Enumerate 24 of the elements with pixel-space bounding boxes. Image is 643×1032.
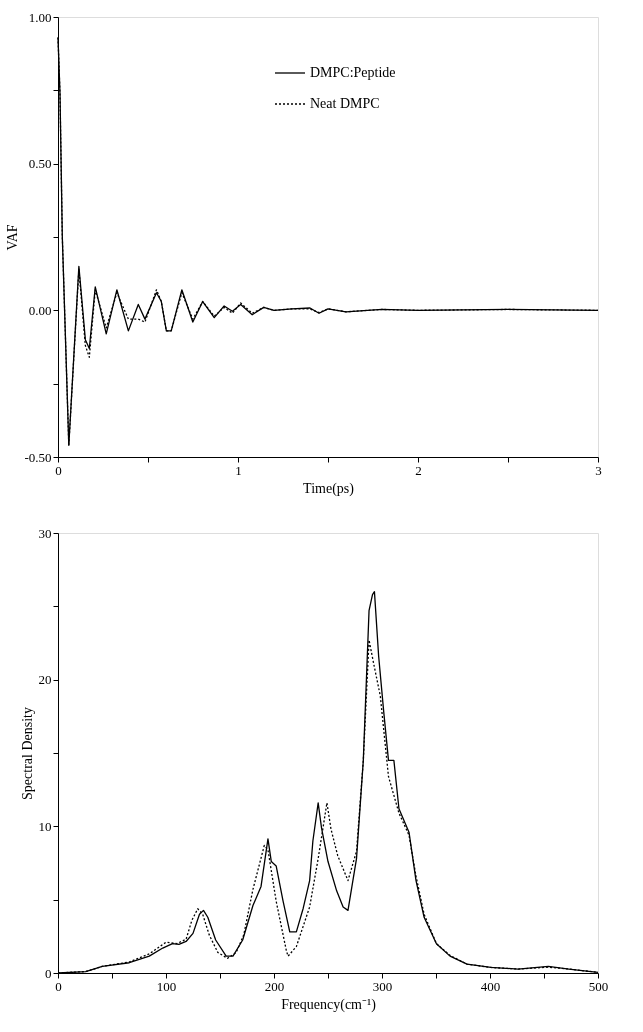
y-tick-label: 10	[38, 818, 52, 834]
x-tick-label: 200	[264, 978, 285, 994]
x-axis-title: Time(ps)	[303, 480, 355, 497]
x-tick-label: 400	[480, 978, 501, 994]
x-tick-label: 2	[415, 462, 422, 478]
x-tick-label: 500	[588, 978, 609, 994]
y-tick-label: 30	[38, 525, 52, 541]
x-tick-label: 300	[372, 978, 393, 994]
y-axis-title: Spectral Density	[19, 707, 35, 800]
y-tick-label: -0.50	[24, 449, 52, 465]
y-tick-label: 0.00	[28, 302, 52, 318]
x-tick-label: 100	[156, 978, 177, 994]
y-tick-label: 0.50	[28, 156, 52, 172]
legend-label: Neat DMPC	[310, 96, 380, 111]
legend-label: DMPC:Peptide	[310, 65, 396, 80]
x-tick-label: 0	[55, 978, 62, 994]
y-axis-title: VAF	[5, 224, 21, 251]
y-tick-label: 1.00	[28, 9, 52, 25]
x-tick-label: 3	[595, 462, 602, 478]
x-axis-title: Frequency(cm⁻¹)	[281, 996, 377, 1013]
x-tick-label: 1	[235, 462, 242, 478]
x-tick-label: 0	[55, 462, 62, 478]
y-tick-label: 20	[38, 672, 52, 688]
y-tick-label: 0	[45, 965, 52, 981]
